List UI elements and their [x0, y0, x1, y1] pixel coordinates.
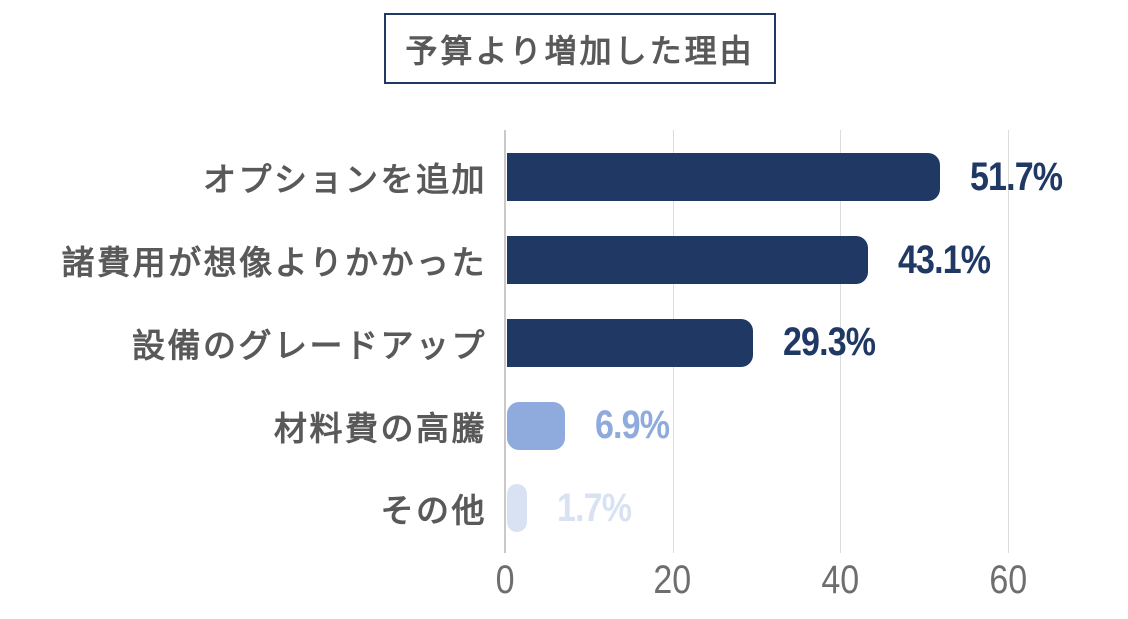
bar	[507, 318, 753, 367]
bar-rows: オプションを追加 51.7% 諸費用が想像よりかかった 43.1% 設備のグレードアップ…	[0, 136, 1128, 550]
bar	[507, 401, 565, 450]
chart-title: 予算より増加した理由	[405, 32, 755, 69]
x-tick-label-20: 20	[653, 558, 692, 602]
category-label: オプションを追加	[203, 161, 487, 199]
bar-row: その他 1.7%	[0, 467, 1128, 550]
bar	[507, 153, 941, 202]
bar-row: 諸費用が想像よりかかった 43.1%	[0, 219, 1128, 302]
category-label: その他	[380, 492, 487, 530]
value-label: 6.9%	[594, 403, 670, 448]
gridline-x-40	[840, 130, 842, 553]
gridline-x-60	[1007, 130, 1009, 553]
value-label: 1.7%	[557, 485, 632, 530]
chart-title-box: 予算より増加した理由	[384, 13, 776, 84]
bar-row: オプションを追加 51.7%	[0, 136, 1128, 219]
category-label: 材料費の高騰	[274, 409, 487, 447]
x-tick-label-0: 0	[495, 558, 515, 602]
bar-row: 材料費の高騰 6.9%	[0, 384, 1128, 467]
bar-row: 設備のグレードアップ 29.3%	[0, 302, 1128, 385]
x-tick-label-40: 40	[821, 558, 860, 602]
x-tick-label-60: 60	[989, 558, 1027, 602]
y-axis-line	[504, 130, 506, 553]
category-label: 設備のグレードアップ	[132, 326, 487, 364]
bar	[507, 484, 527, 533]
bar	[507, 236, 869, 285]
value-label: 51.7%	[970, 154, 1063, 199]
value-label: 29.3%	[782, 320, 876, 365]
value-label: 43.1%	[898, 237, 991, 282]
category-label: 諸費用が想像よりかかった	[61, 244, 487, 282]
